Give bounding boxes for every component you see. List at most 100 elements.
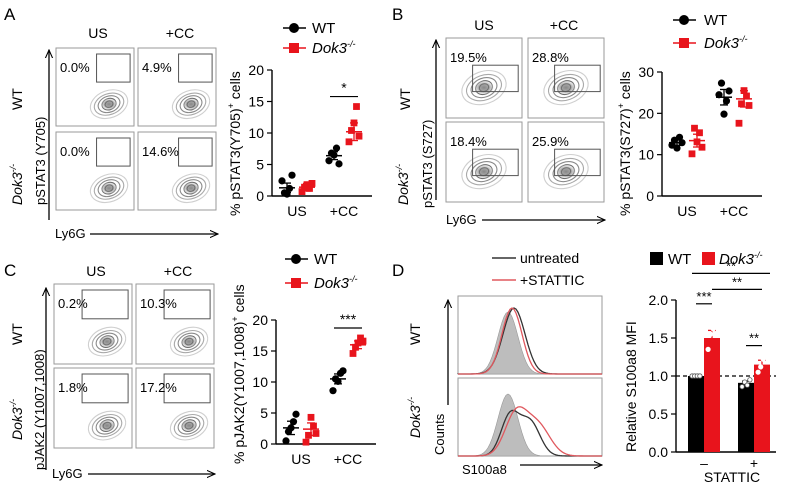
x-tick-label: – — [700, 455, 708, 471]
data-point — [292, 410, 300, 418]
contour-ring — [465, 73, 503, 102]
gate-box — [554, 64, 601, 93]
flow-plot-0: 0.2% — [53, 283, 133, 365]
contour-core — [181, 420, 198, 432]
hist-x-label: S100a8 — [462, 462, 507, 477]
gate-percentage: 28.8% — [532, 50, 569, 65]
dot-plot-c: 0 5 10 15 20 % pJAK2(Y1007,1008)+ cells US +CC *… — [230, 284, 376, 467]
y-tick-label: 5 — [260, 405, 268, 421]
flow-plot-1: 10.3% — [135, 283, 215, 365]
contour-ring — [177, 416, 201, 435]
y-marker-label: pJAK2 (Y1007,1008) — [32, 349, 47, 470]
contour-core — [99, 420, 116, 432]
flow-plot-2: 1.8% — [53, 367, 133, 449]
legend-d: WT Dok3-/- — [650, 250, 763, 268]
y-tick-label: 30 — [638, 64, 654, 80]
data-point — [713, 316, 719, 322]
contour-ring — [87, 410, 127, 441]
legend-c: WT Dok3-/- — [285, 251, 358, 292]
legend-wt-label: WT — [668, 251, 691, 268]
y-tick-label: 0 — [256, 188, 264, 204]
data-point — [345, 138, 353, 146]
col-header-cc: +CC — [550, 17, 578, 33]
y-tick-label: 20 — [252, 312, 268, 328]
data-point — [306, 185, 313, 192]
data-point — [763, 352, 769, 358]
contour-ring — [461, 69, 507, 106]
flow-plots: 19.5% 28.8% 18.4% 25.9% — [445, 37, 605, 203]
contour-ring — [91, 413, 123, 438]
significance-label: *** — [696, 289, 711, 304]
data-point — [348, 127, 355, 134]
y-tick-label: 10 — [248, 125, 264, 141]
data-point — [355, 132, 363, 140]
significance-label: ** — [749, 331, 759, 346]
contour-core — [474, 164, 494, 179]
contour-core — [99, 336, 116, 348]
contour-ring — [95, 332, 119, 351]
contour-ring — [91, 329, 123, 354]
contour-ring — [465, 157, 503, 186]
y-tick-label: 1.5 — [649, 330, 669, 346]
y-tick-label: 15 — [248, 94, 264, 110]
flow-plot-2: 18.4% — [445, 121, 523, 203]
data-point — [710, 326, 716, 332]
histograms — [457, 295, 603, 457]
hist-y-label: Counts — [432, 413, 447, 455]
col-header-cc: +CC — [166, 25, 194, 41]
y-tick-label: 20 — [248, 62, 264, 78]
data-point — [717, 79, 726, 87]
gate-percentage: 17.2% — [140, 380, 177, 395]
legend-ko-label: Dok3-/- — [719, 250, 763, 268]
panel-label-a: A — [4, 5, 16, 24]
data-point — [325, 157, 333, 165]
contour-ring — [95, 416, 119, 435]
flow-plot-1: 28.8% — [527, 37, 605, 119]
data-point — [349, 350, 357, 357]
y-tick-label: 1.0 — [649, 368, 669, 384]
legend-ko-marker — [291, 278, 301, 288]
contour-ring — [171, 173, 211, 204]
contour-core — [556, 164, 576, 179]
row-label-wt: WT — [9, 323, 25, 345]
histogram-plot-0 — [457, 295, 603, 375]
contour-ring — [175, 92, 207, 116]
gate-box — [163, 289, 211, 320]
gate-percentage: 18.4% — [450, 134, 487, 149]
gate-percentage: 19.5% — [450, 50, 487, 65]
gate-box — [472, 148, 519, 177]
gate-box — [81, 373, 129, 404]
flow-plot-1: 4.9% — [137, 47, 217, 127]
data-point — [755, 369, 761, 375]
data-point — [298, 188, 306, 195]
y-tick-label: 0 — [260, 436, 268, 452]
gate-box — [178, 137, 213, 167]
stattic-histogram — [458, 406, 602, 457]
data-point — [353, 103, 360, 110]
contour-ring — [173, 329, 205, 354]
x-marker-label: Ly6G — [52, 466, 83, 481]
flow-plots: 0.2% 10.3% 1.8% 17.2% — [53, 283, 215, 449]
x-tick-label: + — [750, 455, 758, 471]
contour-ring — [93, 176, 125, 200]
contour-ring — [552, 161, 580, 183]
flow-plot-2: 0.0% — [55, 131, 135, 211]
gate-box — [96, 137, 131, 167]
data-point — [745, 102, 753, 109]
contour-core — [556, 80, 576, 95]
contour-ring — [552, 77, 580, 99]
contour-ring — [461, 153, 507, 190]
contour-ring — [179, 95, 203, 114]
contour-ring — [543, 153, 589, 190]
contour-ring — [547, 73, 585, 102]
row-label-ko: Dok3-/- — [394, 164, 411, 205]
contour-ring — [171, 89, 211, 120]
row-label-wt: WT — [9, 88, 25, 110]
y-tick-label: 2.0 — [649, 292, 669, 308]
legend-stattic: +STATTIC — [520, 272, 584, 288]
data-point — [359, 337, 367, 345]
contour-ring — [175, 176, 207, 200]
data-point — [725, 87, 733, 95]
data-point — [688, 150, 696, 158]
flow-plot-0: 19.5% — [445, 37, 523, 119]
